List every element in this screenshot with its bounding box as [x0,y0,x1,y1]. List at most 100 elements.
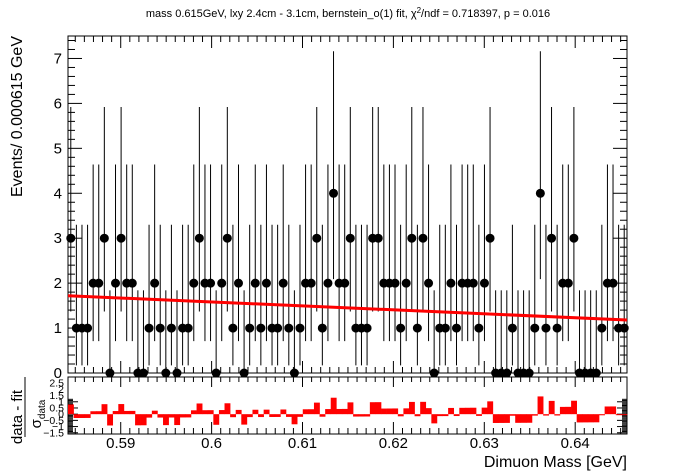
data-point [111,278,121,288]
data-point [105,368,115,378]
data-point [228,323,238,333]
data-point [429,368,439,378]
data-point [250,278,260,288]
data-point [468,278,478,288]
data-point [535,188,545,198]
pull-label-numerator: data - fit [9,389,26,444]
pull-bar [263,409,270,415]
data-point [245,323,255,333]
y-tick-label: 5 [54,140,62,157]
pull-bar [464,407,471,415]
data-point [597,323,607,333]
x-tick-label: 0.63 [470,435,499,452]
data-point [373,233,383,243]
data-point [569,233,579,243]
x-tick-label: 0.62 [379,435,408,452]
data-point [66,233,76,243]
y-tick-label: 6 [54,95,62,112]
pull-bar [576,414,583,423]
data-point [563,278,573,288]
data-point [619,323,629,333]
pull-bar [442,414,449,417]
pull-bar [425,408,432,415]
data-point [312,233,322,243]
pull-bar [375,402,382,415]
x-tick-label: 0.6 [201,435,222,452]
pull-bar [498,414,505,423]
pull-y-tick-label: 0 [58,409,64,421]
data-point [323,278,333,288]
pull-bar [297,414,304,417]
data-point [507,323,517,333]
data-point [452,323,462,333]
pull-bar [543,414,550,416]
pull-bar [526,414,533,423]
data-point [329,188,339,198]
chart-title: mass 0.615GeV, lxy 2.4cm - 3.1cm, bernst… [146,6,550,20]
pull-y-tick-label: −0.5 [43,415,64,427]
pull-bar [504,414,510,423]
pull-bar [604,406,611,415]
pull-y-tick-label: 2.5 [49,378,64,390]
pull-y-tick-label: −1 [52,421,64,433]
y-tick-label: 4 [54,185,62,202]
data-point [217,278,227,288]
pull-bar [230,414,236,418]
pull-bar [492,414,499,423]
pull-bar [531,414,538,416]
pull-bar [431,414,438,424]
pull-bar [286,414,292,417]
pull-bar [218,410,225,415]
y-tick-label: 3 [54,230,62,247]
data-point [261,278,271,288]
pull-bar [151,410,158,415]
pull-bar [235,409,242,415]
data-point [83,323,93,333]
pull-bar [610,406,617,415]
data-point [440,323,450,333]
pull-bar [559,406,566,415]
data-point [273,323,283,333]
data-point [407,233,417,243]
pull-bar [615,414,622,416]
pull-bar [135,414,141,426]
pull-bar [129,410,136,415]
y-tick-label: 2 [54,275,62,292]
data-point [150,278,160,288]
data-point [547,233,557,243]
data-point [591,368,601,378]
data-point [138,368,148,378]
pull-bar [190,410,197,415]
data-point [99,233,109,243]
data-point [166,323,176,333]
pull-bar [252,409,259,415]
pull-bar [515,414,522,423]
data-point [396,323,406,333]
data-point [485,233,495,243]
pull-bar [146,414,153,418]
data-point [222,233,232,243]
pull-bar [587,414,594,423]
main-y-axis-label: Events/ 0.000615 GeV [9,36,26,197]
pull-bar [420,401,427,415]
data-point [206,278,216,288]
pull-bar [325,409,332,415]
data-point [401,278,411,288]
data-point [194,233,204,243]
pull-bar [196,403,203,415]
pull-y-tick-label: 0.5 [49,402,64,414]
data-point [183,323,193,333]
pull-bar [174,414,181,426]
pull-bar [459,407,466,415]
data-point [306,278,316,288]
pull-bar [453,414,460,417]
pull-bar [408,401,415,415]
fit-line [67,294,628,322]
pull-bar [302,409,309,415]
data-point [94,278,104,288]
pull-y-tick-label: 1 [58,396,64,408]
data-point [524,368,534,378]
y-tick-label: 0 [54,365,62,382]
data-point [233,278,243,288]
data-point [608,278,618,288]
